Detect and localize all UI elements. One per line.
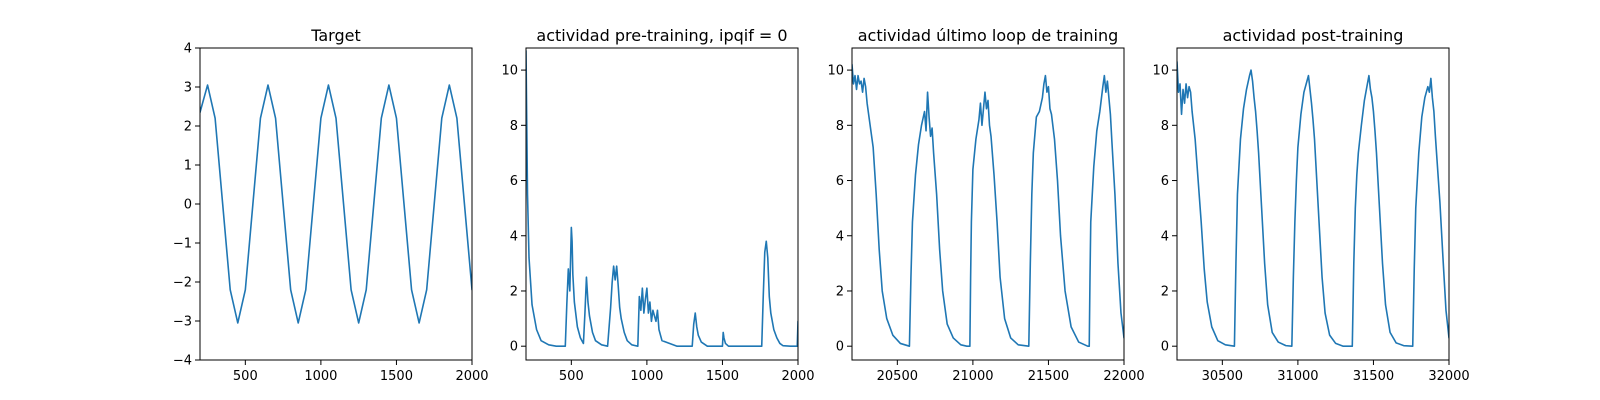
subplot-1-y-tick-label: 2 — [184, 120, 192, 135]
subplot-2-axes-frame — [525, 47, 799, 361]
subplot-2-x-tick-label: 2000 — [781, 369, 814, 384]
subplot-1-y-tick-label: −2 — [173, 276, 192, 291]
subplot-3-y-tick-label: 0 — [836, 340, 844, 355]
subplot-4-y-tick-label: 0 — [1161, 340, 1169, 355]
subplot-3-title: actividad último loop de training — [858, 26, 1119, 45]
subplot-2-y-tick-label: 4 — [510, 229, 518, 244]
subplot-3-y-tick-label: 6 — [836, 174, 844, 189]
subplot-2-y-tick-label: 6 — [510, 174, 518, 189]
subplot-3-x-tick-label: 22000 — [1103, 369, 1144, 384]
subplot-1-series-line — [200, 84, 472, 324]
subplot-3-y-tick-label: 4 — [836, 229, 844, 244]
subplot-1-title: Target — [310, 26, 361, 45]
subplot-3-y-tick-label: 2 — [836, 284, 844, 299]
subplot-3-y-tick-label: 10 — [827, 64, 844, 79]
subplot-1-y-tick-label: −3 — [173, 315, 192, 330]
subplot-4-title: actividad post-training — [1223, 26, 1404, 45]
subplot-2: actividad pre-training, ipqif = 0 500 100… — [501, 26, 814, 384]
subplot-1-x-tick-label: 2000 — [455, 369, 488, 384]
subplot-1-y-tick-label: 4 — [184, 42, 192, 57]
subplot-2-y-tick-label: 10 — [501, 64, 518, 79]
subplot-2-series-line — [526, 49, 798, 347]
subplot-2-x-tick-label: 500 — [559, 369, 584, 384]
subplot-4-y-tick-label: 10 — [1152, 64, 1169, 79]
subplot-2-x-tick-label: 1000 — [630, 369, 663, 384]
subplot-2-x-tick-label: 1500 — [706, 369, 739, 384]
subplot-3-x-tick-label: 20500 — [877, 369, 918, 384]
subplot-3: actividad último loop de training 20500 2… — [827, 26, 1144, 384]
subplot-4-y-tick-label: 4 — [1161, 229, 1169, 244]
subplot-1-y-tick-label: −1 — [173, 237, 192, 252]
subplot-2-title: actividad pre-training, ipqif = 0 — [536, 26, 787, 45]
subplot-3-x-tick-label: 21500 — [1028, 369, 1069, 384]
subplot-1: Target 500 1000 1500 2000 −4 −3 −2 −1 0 1 2 3 4 — [173, 26, 489, 384]
subplot-1-y-tick-label: 1 — [184, 159, 192, 174]
subplot-4-x-tick-label: 30500 — [1202, 369, 1243, 384]
subplot-1-y-tick-label: 0 — [184, 198, 192, 213]
subplot-4-y-tick-label: 8 — [1161, 119, 1169, 134]
subplot-2-y-tick-label: 2 — [510, 284, 518, 299]
subplot-3-x-tick-label: 21000 — [952, 369, 993, 384]
subplot-4-y-tick-label: 2 — [1161, 284, 1169, 299]
subplot-4-axes-frame — [1176, 47, 1450, 361]
subplot-1-x-tick-label: 1000 — [304, 369, 337, 384]
subplot-1-y-tick-label: 3 — [184, 81, 192, 96]
subplot-4-series-line — [1177, 61, 1449, 347]
subplot-4: actividad post-training 30500 31000 31500 3… — [1152, 26, 1469, 384]
subplot-3-series-line — [852, 63, 1124, 347]
subplot-2-y-tick-label: 0 — [510, 340, 518, 355]
subplot-2-y-tick-label: 8 — [510, 119, 518, 134]
subplot-1-x-tick-label: 1500 — [380, 369, 413, 384]
subplot-4-x-tick-label: 31500 — [1353, 369, 1394, 384]
subplot-3-axes-frame — [851, 47, 1125, 361]
subplot-4-y-tick-label: 6 — [1161, 174, 1169, 189]
subplot-3-y-tick-label: 8 — [836, 119, 844, 134]
subplot-4-x-tick-label: 31000 — [1277, 369, 1318, 384]
subplot-1-x-tick-label: 500 — [233, 369, 258, 384]
subplot-1-y-tick-label: −4 — [173, 354, 192, 369]
subplot-4-x-tick-label: 32000 — [1428, 369, 1469, 384]
